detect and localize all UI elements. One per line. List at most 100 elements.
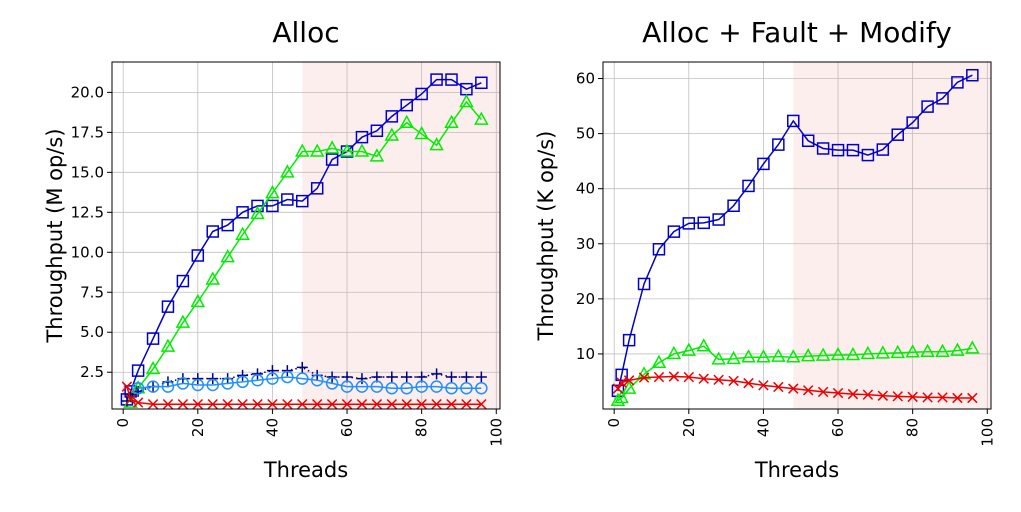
data-point: [384, 127, 400, 141]
data-point: [831, 143, 845, 157]
series-line: [617, 375, 973, 399]
data-point: [415, 87, 428, 101]
data-point: [414, 125, 429, 140]
data-point: [221, 377, 234, 390]
data-point: [800, 348, 816, 362]
plot-area: [120, 73, 489, 409]
series-1: [123, 93, 489, 408]
y-tick-label: 30: [576, 235, 595, 253]
data-point: [251, 373, 264, 387]
data-point: [310, 182, 324, 195]
data-point: [743, 377, 754, 389]
data-point: [459, 93, 474, 108]
data-point: [176, 274, 190, 288]
x-tick-label: 40: [754, 418, 772, 437]
data-point: [610, 392, 626, 406]
data-point: [756, 349, 771, 363]
data-point: [221, 218, 234, 232]
data-point: [787, 114, 800, 128]
data-point: [370, 380, 384, 393]
data-point: [161, 300, 175, 313]
data-point: [191, 249, 205, 262]
data-point: [681, 342, 697, 356]
data-point: [615, 368, 628, 382]
data-point: [205, 271, 220, 285]
y-tick-label: 2.5: [80, 363, 104, 381]
data-point: [711, 351, 726, 365]
data-point: [621, 380, 637, 394]
x-axis-label: Threads: [263, 458, 348, 482]
data-point: [281, 365, 293, 377]
data-point: [616, 377, 627, 388]
data-point: [876, 143, 890, 156]
data-point: [371, 398, 383, 409]
data-point: [683, 371, 695, 383]
data-point: [772, 138, 785, 151]
data-point: [296, 194, 309, 208]
data-point: [326, 398, 338, 409]
data-point: [937, 392, 948, 403]
data-point: [131, 364, 145, 377]
axes-frame: [111, 61, 501, 410]
x-tick-label: 60: [829, 418, 847, 437]
data-point: [267, 398, 278, 409]
x-tick-label: 40: [263, 418, 281, 437]
data-point: [666, 345, 682, 360]
chart-alloc-fault-modify: 0 20 40 60 80 100 10 20 30 40 50 60 Alloc + Fault + …: [534, 16, 996, 482]
y-tick-label: 60: [576, 70, 595, 88]
y-tick-label: 15.0: [71, 163, 104, 181]
data-point: [653, 371, 665, 383]
data-point: [399, 114, 414, 129]
x-tick-label: 100: [978, 418, 996, 447]
series-line: [138, 376, 482, 389]
data-point: [862, 389, 874, 400]
data-point: [476, 398, 487, 409]
data-point: [324, 140, 340, 154]
y-tick-label: 10: [576, 345, 595, 363]
data-point: [237, 369, 249, 381]
data-point: [906, 116, 919, 129]
data-point: [892, 391, 903, 402]
data-point: [622, 333, 636, 347]
data-point: [832, 387, 844, 399]
data-point: [265, 185, 280, 199]
data-point: [637, 277, 651, 291]
data-point: [890, 344, 905, 359]
series-4: [121, 381, 487, 409]
data-point: [952, 392, 963, 404]
grid: [112, 62, 500, 409]
data-point: [431, 368, 443, 380]
data-point: [430, 380, 443, 393]
data-point: [326, 371, 338, 383]
y-axis-label: Throughput (K op/s): [534, 131, 558, 342]
data-point: [297, 398, 308, 409]
data-point: [475, 371, 487, 383]
data-point: [309, 143, 325, 157]
x-tick-label: 80: [904, 418, 922, 437]
data-point: [891, 128, 904, 141]
series-line: [126, 386, 482, 405]
x-tick-label: 100: [487, 418, 505, 447]
data-point: [160, 338, 176, 352]
data-point: [146, 332, 160, 345]
data-point: [445, 381, 458, 395]
data-point: [698, 373, 709, 384]
x-axis-label: Threads: [754, 458, 839, 482]
series-3: [131, 370, 488, 395]
plot-area: [610, 68, 980, 406]
x-tick-label: 80: [413, 418, 431, 437]
data-point: [713, 374, 724, 386]
data-point: [742, 179, 755, 193]
data-point: [252, 398, 263, 409]
data-point: [220, 249, 235, 263]
data-point: [145, 360, 161, 375]
data-point: [758, 380, 769, 391]
data-point: [401, 371, 413, 383]
data-point: [921, 100, 934, 113]
data-point: [121, 395, 133, 407]
data-point: [951, 76, 964, 89]
x-tick-label: 20: [189, 418, 207, 437]
series-line: [126, 78, 482, 400]
data-point: [385, 110, 399, 123]
